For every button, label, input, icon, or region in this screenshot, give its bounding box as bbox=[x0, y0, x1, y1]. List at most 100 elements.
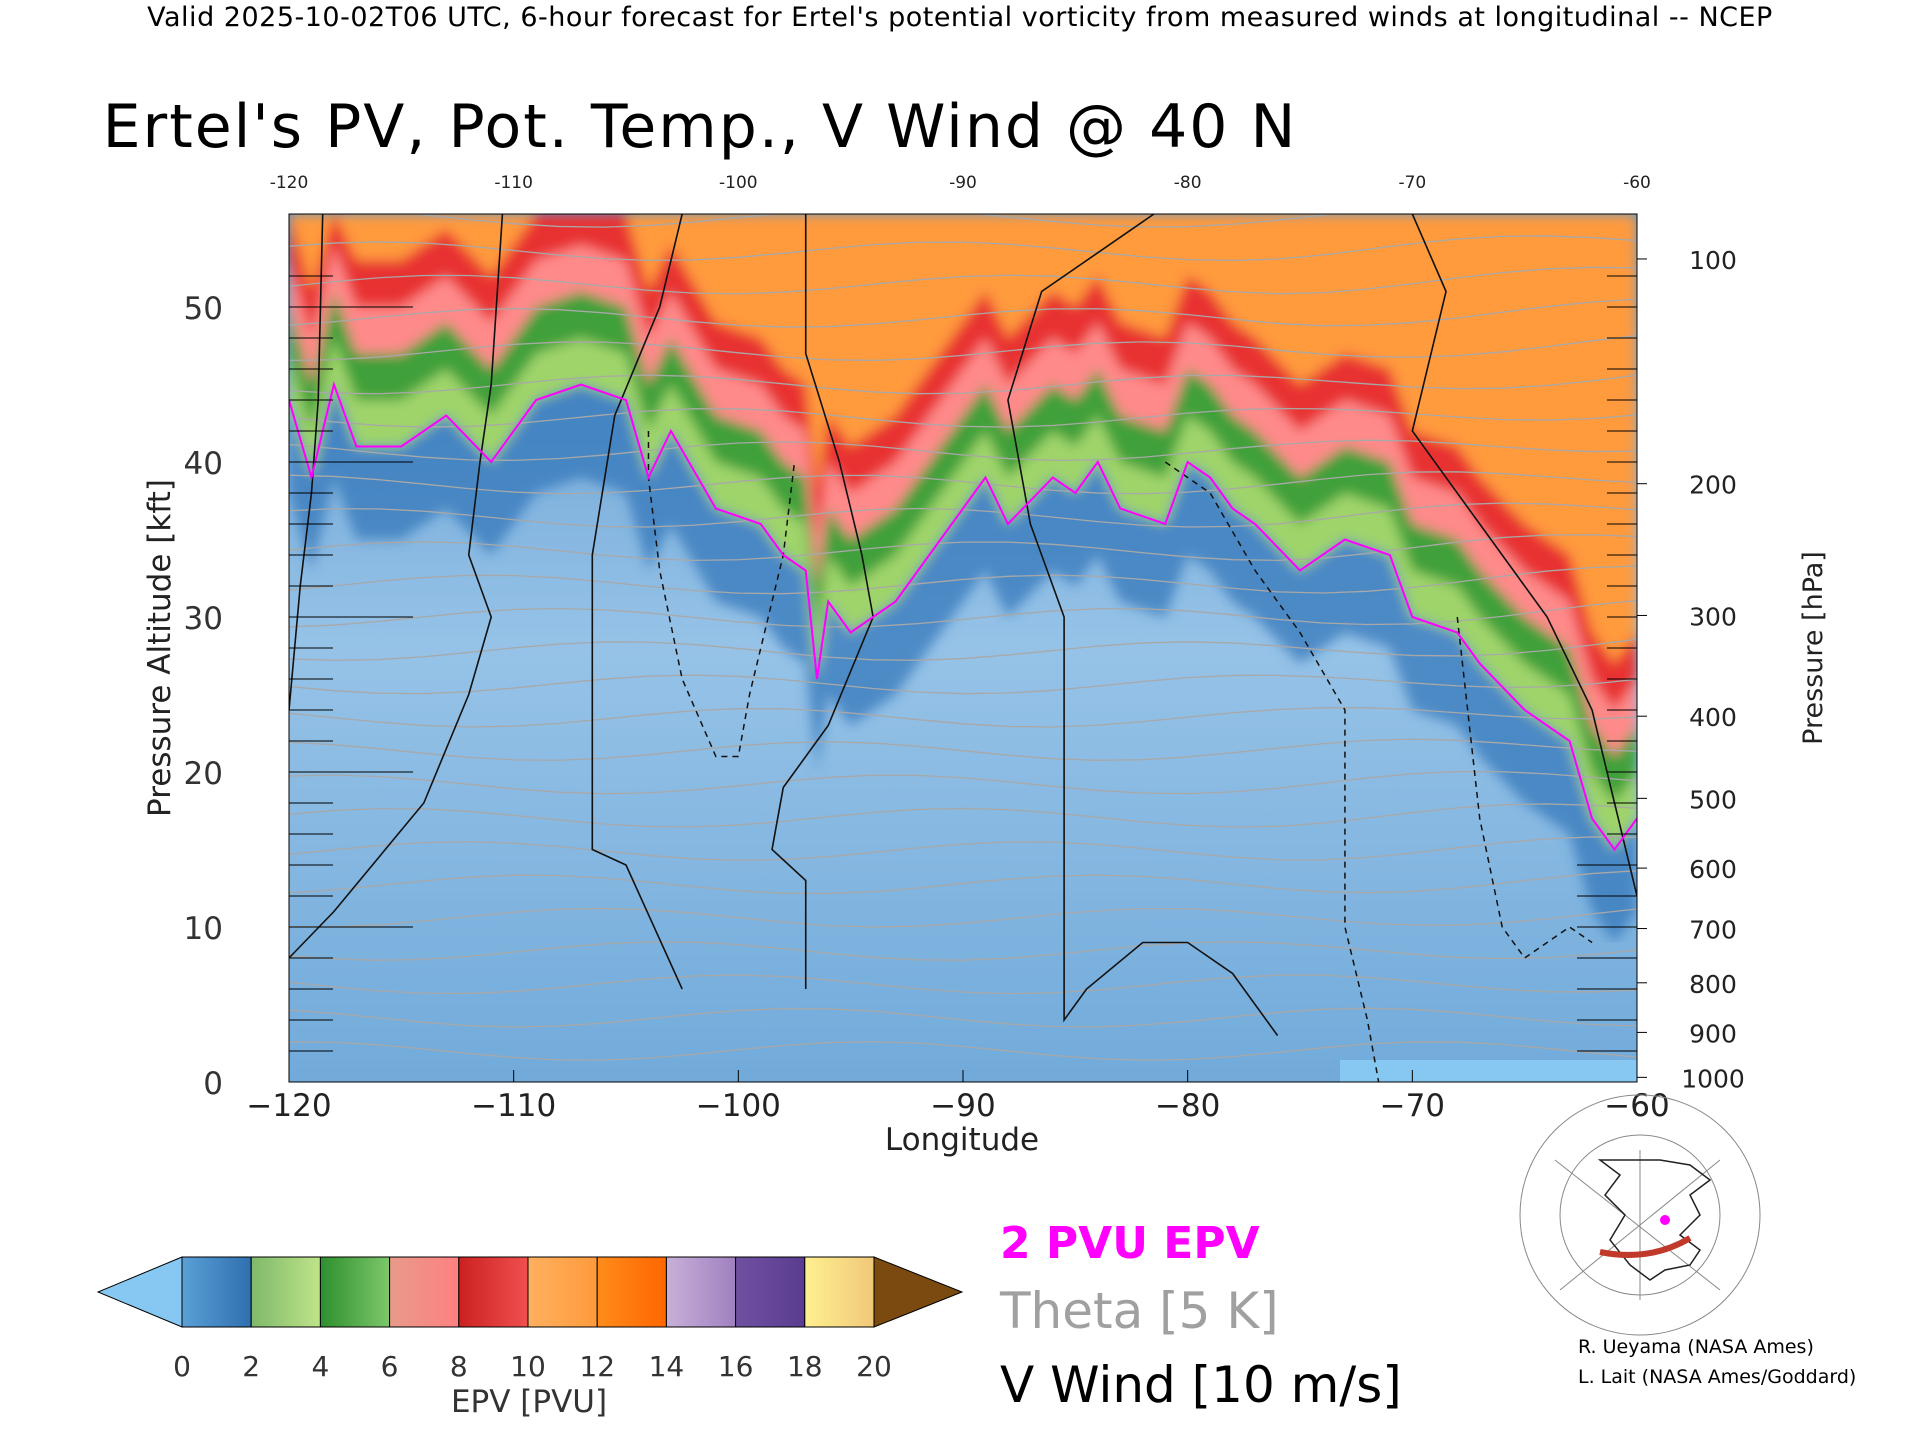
y-tick-label: 0 bbox=[203, 1066, 223, 1102]
theta-line bbox=[289, 638, 1637, 662]
colorbar-band bbox=[527, 1256, 598, 1328]
colorbar-tick-label: 16 bbox=[718, 1350, 754, 1383]
pressure-tick-label: 200 bbox=[1689, 471, 1737, 500]
theta-line bbox=[289, 738, 1637, 761]
theta-line bbox=[289, 374, 1637, 395]
x-tick-label: −100 bbox=[696, 1088, 781, 1124]
colorbar-tick-label: 18 bbox=[787, 1350, 823, 1383]
wind-zero-line bbox=[1007, 214, 1279, 1036]
colorbar-band bbox=[458, 1256, 529, 1328]
pv-band-low bbox=[289, 384, 1637, 943]
top-tick-label: -110 bbox=[494, 173, 533, 193]
colorbar-tick-label: 6 bbox=[381, 1350, 399, 1383]
colorbar-band bbox=[181, 1256, 252, 1328]
colorbar-tick-label: 20 bbox=[856, 1350, 892, 1383]
theta-line bbox=[289, 471, 1637, 495]
colorbar-over-arrow bbox=[873, 1256, 964, 1328]
theta-line bbox=[289, 235, 1637, 262]
y-tick-label: 10 bbox=[184, 911, 223, 947]
x-tick-label: −90 bbox=[930, 1088, 995, 1124]
pv-2pvu-contour bbox=[289, 381, 1637, 852]
theta-line bbox=[289, 334, 1637, 362]
theta-line bbox=[289, 407, 1637, 428]
chart-title: Ertel's PV, Pot. Temp., V Wind @ 40 N bbox=[102, 92, 1298, 162]
theta-line bbox=[289, 870, 1637, 895]
x-tick-label: −60 bbox=[1604, 1088, 1669, 1124]
theta-line bbox=[289, 941, 1637, 961]
top-tick-label: -120 bbox=[270, 173, 309, 193]
credit-line-2: L. Lait (NASA Ames/Goddard) bbox=[1578, 1366, 1857, 1388]
theta-line bbox=[289, 803, 1637, 828]
colorbar-tick-label: 4 bbox=[311, 1350, 329, 1383]
wind-negative-line bbox=[1456, 616, 1593, 960]
pv-field bbox=[289, 214, 1637, 1082]
legend-pv: 2 PVU EPV bbox=[1000, 1218, 1260, 1269]
pressure-tick-label: 500 bbox=[1689, 785, 1737, 814]
colorbar-tick-label: 10 bbox=[510, 1350, 546, 1383]
wind-contours bbox=[289, 214, 1637, 1082]
theta-line bbox=[289, 1007, 1637, 1028]
x-tick-label: −120 bbox=[246, 1088, 331, 1124]
y-axis-label-right: Pressure [hPa] bbox=[1798, 551, 1829, 745]
theta-line bbox=[289, 298, 1637, 328]
wind-negative-line bbox=[647, 431, 796, 758]
y-tick-label: 50 bbox=[184, 291, 223, 327]
pressure-tick-label: 300 bbox=[1689, 602, 1737, 631]
theta-line bbox=[289, 599, 1637, 628]
x-tick-label: −110 bbox=[471, 1088, 556, 1124]
wind-zero-line bbox=[771, 214, 874, 989]
x-tick-label: −80 bbox=[1155, 1088, 1220, 1124]
locator-map bbox=[1519, 1094, 1761, 1336]
y-tick-label: 20 bbox=[184, 756, 223, 792]
theta-line bbox=[405, 214, 1637, 228]
colorbar: 0 2 4 6 8 10 12 14 16 18 20 bbox=[96, 1256, 964, 1383]
top-tick-label: -90 bbox=[949, 173, 977, 193]
colorbar-tick-label: 8 bbox=[450, 1350, 468, 1383]
axes: −120 −110 −100 −90 −80 −70 −60 -120 -110 -100 -90 -… bbox=[184, 173, 1745, 1124]
legend-theta: Theta [5 K] bbox=[1000, 1282, 1279, 1340]
pressure-tick-label: 400 bbox=[1689, 703, 1737, 732]
wind-zero-line bbox=[591, 214, 683, 990]
colorbar-tick-label: 2 bbox=[242, 1350, 260, 1383]
theta-line bbox=[289, 707, 1637, 728]
pv-band bbox=[289, 214, 1637, 664]
colorbar-band bbox=[250, 1256, 321, 1328]
header-caption: Valid 2025-10-02T06 UTC, 6-hour forecast… bbox=[147, 2, 1773, 33]
y-tick-label: 30 bbox=[184, 601, 223, 637]
y-tick-label: 40 bbox=[184, 446, 223, 482]
legend-wind: V Wind [10 m/s] bbox=[1000, 1356, 1402, 1414]
pressure-tick-label: 1000 bbox=[1681, 1064, 1745, 1093]
cross-section-line bbox=[1599, 1235, 1692, 1258]
theta-line bbox=[289, 974, 1637, 995]
colorbar-tick-label: 14 bbox=[649, 1350, 685, 1383]
theta-line bbox=[289, 907, 1637, 928]
colorbar-band bbox=[804, 1256, 875, 1328]
pressure-tick-label: 800 bbox=[1689, 970, 1737, 999]
wind-zero-line bbox=[289, 214, 504, 959]
pv-2pvu-line bbox=[289, 381, 1637, 852]
pressure-tick-label: 700 bbox=[1689, 916, 1737, 945]
wind-negative-line bbox=[1164, 461, 1380, 1082]
pressure-tick-label: 100 bbox=[1689, 246, 1737, 275]
colorbar-under-arrow bbox=[96, 1256, 183, 1328]
top-tick-label: -100 bbox=[719, 173, 758, 193]
theta-line bbox=[289, 565, 1637, 595]
theta-line bbox=[289, 674, 1637, 695]
theta-line bbox=[289, 836, 1637, 861]
colorbar-band bbox=[389, 1256, 460, 1328]
theta-line bbox=[289, 770, 1637, 795]
colorbar-tick-label: 0 bbox=[173, 1350, 191, 1383]
pressure-tick-label: 900 bbox=[1689, 1019, 1737, 1048]
colorbar-band bbox=[596, 1256, 667, 1328]
theta-line bbox=[289, 439, 1637, 462]
top-tick-label: -70 bbox=[1398, 173, 1426, 193]
colorbar-band bbox=[735, 1256, 806, 1328]
top-tick-label: -60 bbox=[1623, 173, 1651, 193]
theta-contours bbox=[289, 214, 1637, 1061]
theta-line bbox=[289, 1041, 1637, 1061]
colorbar-band bbox=[319, 1256, 391, 1328]
x-tick-label: −70 bbox=[1380, 1088, 1445, 1124]
x-axis-label: Longitude bbox=[885, 1122, 1039, 1158]
colorbar-tick-label: 12 bbox=[579, 1350, 615, 1383]
